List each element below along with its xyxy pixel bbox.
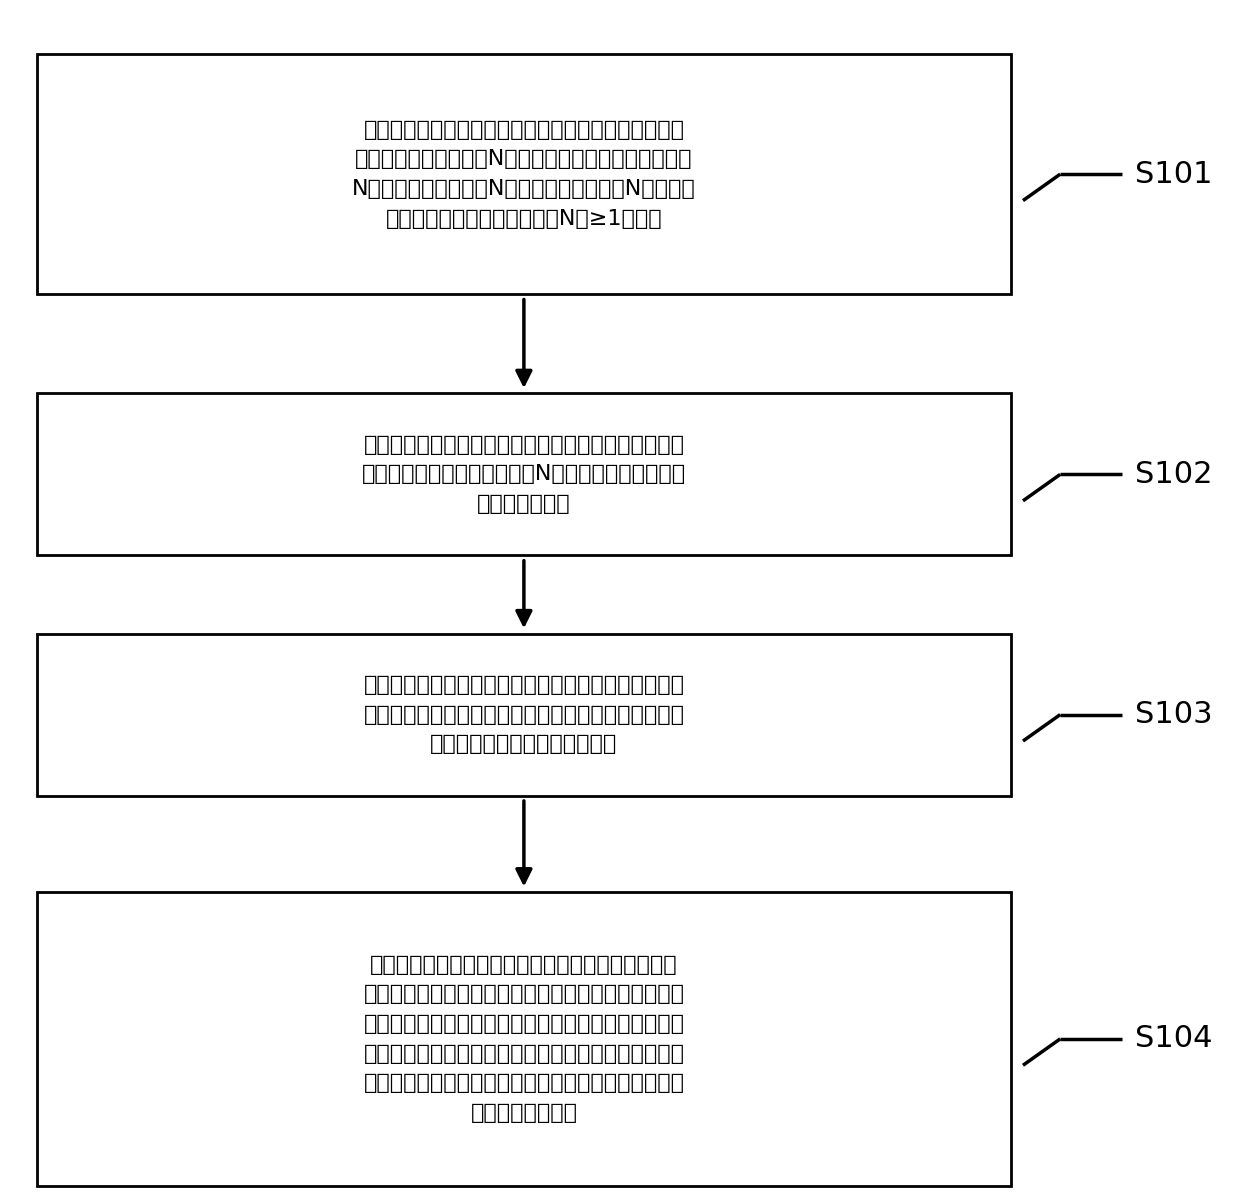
Text: S103: S103: [1135, 700, 1213, 729]
Text: 在所述焊球上设置各向异性导电材料；将所述电极与设
置有所述各向异性导电材料的芯片相贴合，使所述连接
端焊盘和所述芯片焊盘一一对准: 在所述焊球上设置各向异性导电材料；将所述电极与设 置有所述各向异性导电材料的芯片…: [363, 675, 684, 754]
Text: S101: S101: [1135, 160, 1213, 189]
Text: S102: S102: [1135, 460, 1213, 489]
Text: 提供植入式电极，所述电极包括相对设置的刺激端和连
接端，所述刺激端包括N个刺激端焊盘，所述连接端包括
N个连接端焊盘；所述N个刺激端焊盘与所述N个连接端
焊盘通: 提供植入式电极，所述电极包括相对设置的刺激端和连 接端，所述刺激端包括N个刺激端…: [352, 120, 696, 228]
FancyBboxPatch shape: [37, 891, 1011, 1187]
FancyBboxPatch shape: [37, 394, 1011, 555]
FancyBboxPatch shape: [37, 54, 1011, 294]
Text: 对贴合后的所述电极和芯片进行热压合，其中，所述
热压合时，朝所述芯片的第二表面和所述连接端背离所
述芯片的一面施加压力；在所述热压合后，所述焊球通
过各向异性导: 对贴合后的所述电极和芯片进行热压合，其中，所述 热压合时，朝所述芯片的第二表面和…: [363, 955, 684, 1123]
Text: 提供芯片，所述芯片具有相对设置的第一表面和第二表
面，所述第一表面上间隔设置N个芯片焊盘，每个芯片
焊盘上植有焊球: 提供芯片，所述芯片具有相对设置的第一表面和第二表 面，所述第一表面上间隔设置N个…: [362, 435, 686, 514]
Text: S104: S104: [1135, 1024, 1213, 1053]
FancyBboxPatch shape: [37, 633, 1011, 795]
